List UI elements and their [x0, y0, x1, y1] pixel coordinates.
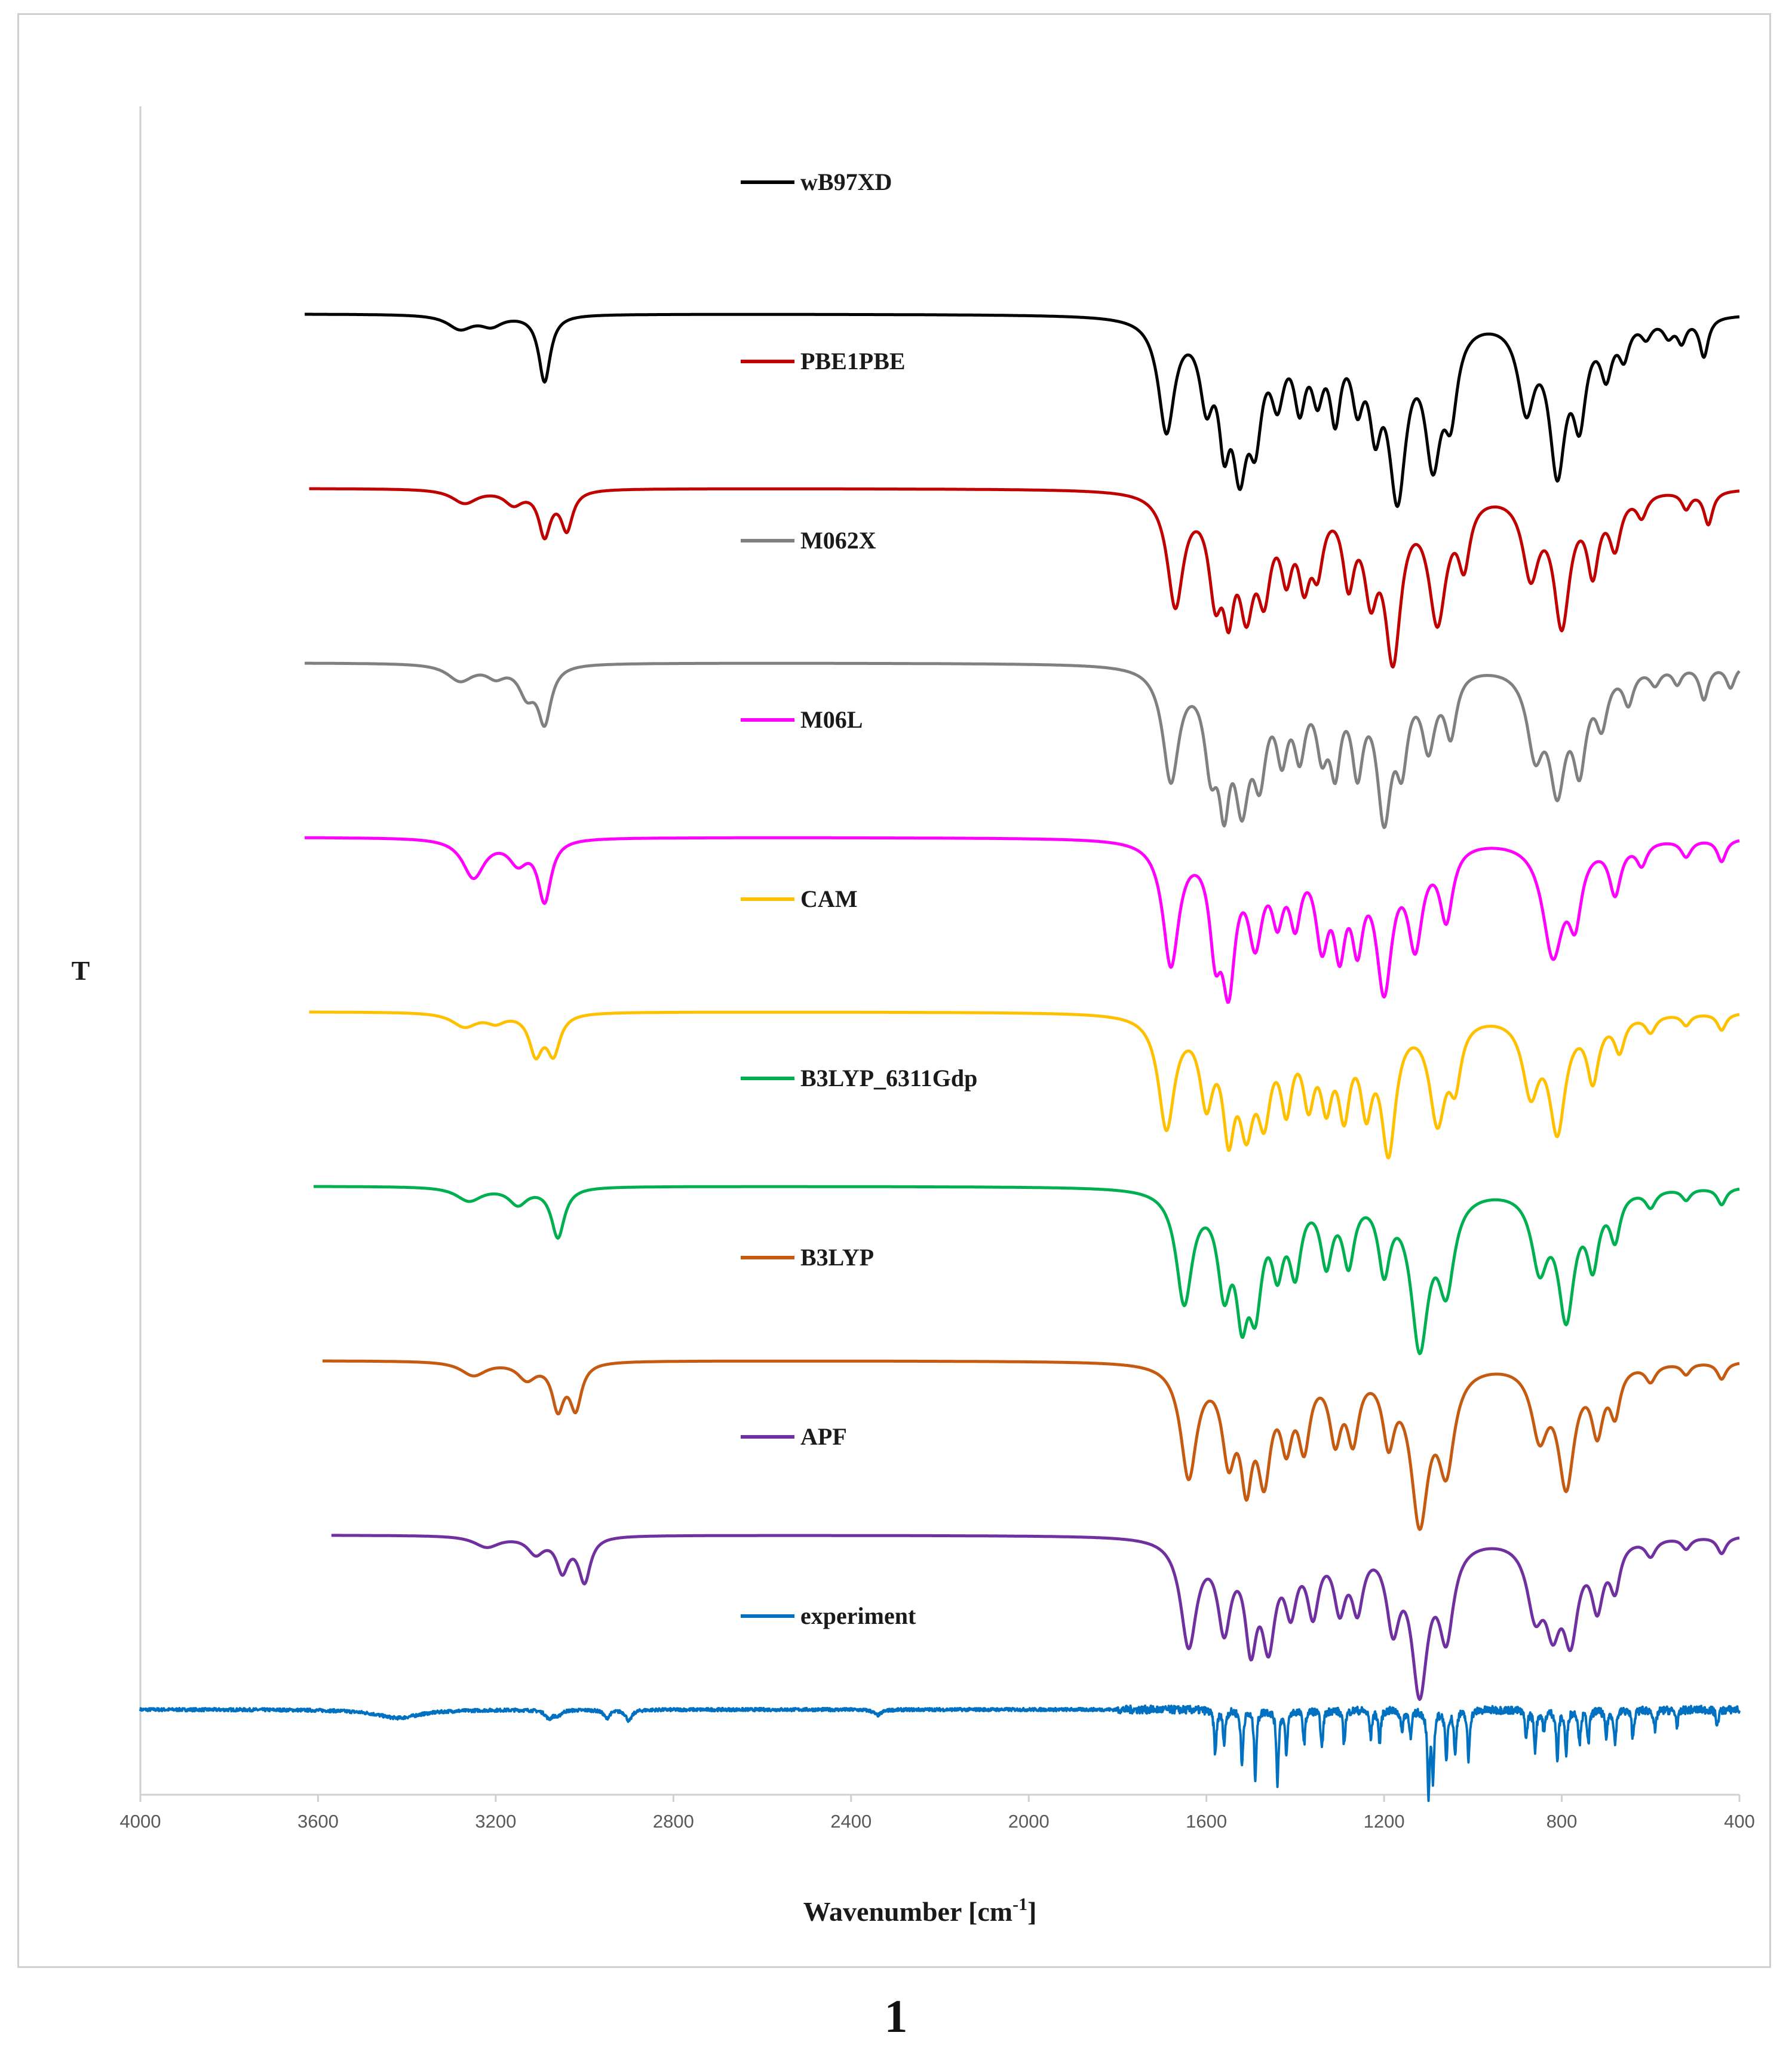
series-line-experiment	[139, 1705, 1741, 1802]
legend-label: APF	[800, 1423, 847, 1450]
x-axis-ticks: 4000 3600 3200 2800 2400 2000 1600 1200 800 400	[120, 1795, 1755, 1832]
series-line-cam	[308, 1010, 1740, 1160]
series-line-b3lyp-6311gdp	[313, 1185, 1740, 1356]
x-tick-label: 2400	[830, 1811, 872, 1832]
x-tick-label: 800	[1546, 1811, 1578, 1832]
legend-label: M062X	[800, 527, 876, 554]
x-axis-label-sup: -1	[1012, 1894, 1027, 1914]
x-tick-label: 4000	[120, 1811, 161, 1832]
series-line-b3lyp	[321, 1359, 1740, 1531]
inline-legend: wB97XD PBE1PBE M062X M06L CAM B3LYP_6311Gdp B3…	[741, 168, 977, 1629]
x-tick-label: 3600	[297, 1811, 339, 1832]
x-tick-label: 1600	[1186, 1811, 1227, 1832]
figure-number: 1	[884, 1990, 908, 2042]
x-tick-label: 400	[1724, 1811, 1755, 1832]
legend-label: experiment	[800, 1602, 916, 1629]
x-tick-label: 3200	[475, 1811, 516, 1832]
x-tick-label: 2000	[1008, 1811, 1050, 1832]
legend-label: B3LYP	[800, 1244, 874, 1271]
spectra-series	[139, 312, 1741, 1802]
x-axis-label-close: ]	[1027, 1896, 1036, 1927]
y-axis-label: T	[72, 955, 90, 986]
legend-label: B3LYP_6311Gdp	[800, 1065, 977, 1092]
series-line-wb97xd	[304, 312, 1740, 508]
x-tick-label: 2800	[653, 1811, 694, 1832]
x-axis-label: Wavenumber [cm-1]	[803, 1894, 1037, 1927]
x-axis-label-main: Wavenumber [cm	[803, 1896, 1013, 1927]
legend-label: PBE1PBE	[800, 348, 906, 375]
series-line-apf	[330, 1534, 1740, 1701]
legend-label: wB97XD	[800, 168, 892, 195]
series-line-pbe1pbe	[308, 487, 1740, 669]
figure-frame	[17, 13, 1771, 1968]
legend-label: M06L	[800, 706, 863, 733]
x-tick-label: 1200	[1364, 1811, 1405, 1832]
series-line-m06l	[304, 836, 1740, 1004]
legend-label: CAM	[800, 885, 858, 912]
series-line-m062x	[304, 661, 1741, 829]
